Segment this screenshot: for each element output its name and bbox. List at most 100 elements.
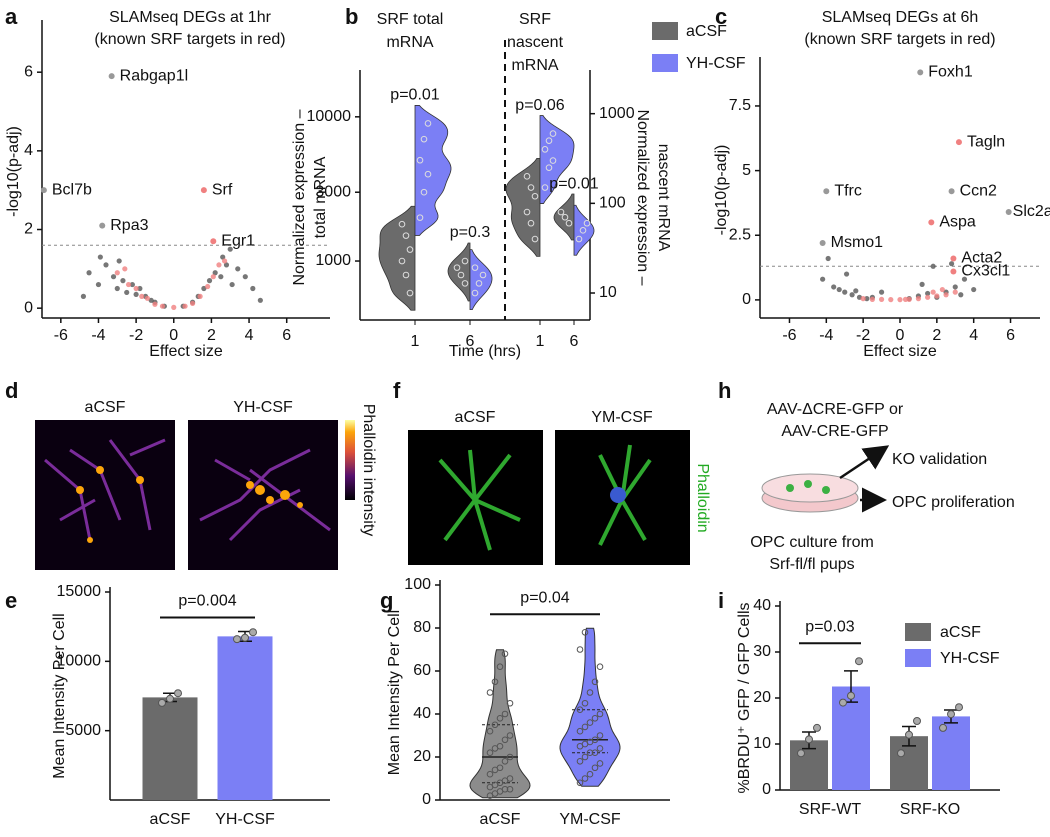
point [166,694,174,703]
y-axis-label: %BRDU⁺ GFP / GFP Cells [736,603,753,794]
image-label: aCSF [455,409,496,426]
dish [761,473,859,503]
y-axis-label: Normalized expression – [291,109,308,285]
point [124,289,130,296]
x-tick-label: YH-CSF [215,811,275,828]
chart-title: mRNA [386,34,433,51]
point [549,157,557,164]
point [457,271,465,279]
point [80,293,87,299]
y-tick-label: 15000 [57,583,102,600]
point [218,274,224,280]
panel-h: h AAV-ΔCRE-GFP or AAV-CRE-GFP KO validat… [718,378,1015,573]
y-tick-label: 4 [24,142,33,159]
bar [142,697,198,800]
y-tick-label: 3000 [315,183,351,200]
point [242,274,248,280]
point [878,289,885,295]
y-tick-label: 100 [599,195,626,212]
x-tick-label: -2 [129,327,143,344]
point [581,699,589,707]
point [461,257,469,265]
y-tick-label: 20 [753,689,771,706]
point [897,297,903,303]
point [930,289,936,295]
point [496,764,504,772]
image-label: YH-CSF [233,399,293,416]
point [523,173,531,180]
point [576,758,584,765]
gene-label: Acta2 [961,250,1002,267]
point [948,261,955,267]
x-tick-label: 6 [466,333,475,350]
bar [832,686,870,790]
point [839,698,847,707]
y-tick-label: 30 [753,643,771,660]
point [596,732,604,739]
point [249,628,257,637]
point [913,717,921,725]
labeled-point [950,268,957,275]
point [453,264,461,271]
point [831,284,837,290]
point [496,742,504,750]
labeled-point [819,240,826,247]
point [152,301,158,307]
gene-label: Rabgap1l [120,67,189,84]
y-tick-label: 6 [24,63,33,80]
gene-label: Srf [212,181,233,198]
nucleus [610,487,626,503]
point [934,293,940,299]
point [531,192,539,200]
point [233,635,241,644]
point [501,785,509,793]
panel-f: f aCSF YM-CSF Phalloidin [393,378,711,565]
point [506,732,514,739]
point [527,184,535,191]
point [925,290,931,297]
point [210,274,216,280]
point [952,289,958,295]
colorbar-label: Phalloidin intensity [360,404,377,537]
point [416,156,424,164]
point [103,262,109,268]
point [506,785,514,793]
point [549,130,557,137]
p-value: p=0.06 [515,97,564,114]
violin [469,649,531,799]
point [825,255,831,262]
point [878,296,885,302]
cell [438,444,652,551]
point [596,745,604,752]
y-tick-label: 100 [404,576,431,593]
labeled-point [917,69,924,76]
point [855,657,863,666]
panel-label: e [5,588,17,613]
y2-axis-label: nascent mRNA [655,144,672,252]
p-value: p=0.3 [450,224,491,241]
diagram-text: Srf-fl/fl pups [769,556,854,573]
x-axis-label: Effect size [149,343,223,360]
y-axis-label: Mean Intensity Per Cell [386,610,403,775]
p-value: p=0.04 [520,590,569,607]
labeled-point [200,187,207,194]
point [506,775,514,782]
point [406,289,414,297]
point [853,288,859,294]
point [842,289,848,295]
point [221,258,228,264]
gene-label: Tfrc [834,183,862,200]
point [506,753,514,761]
cell-bodies [76,466,303,543]
y-axis-label: -log10(p-adj) [5,126,22,217]
point [424,170,432,178]
panel-label: a [5,4,18,29]
y-tick-label: 2 [24,221,33,238]
point [235,266,241,272]
y-tick-label: 80 [413,619,431,636]
point [86,270,92,276]
point [864,296,870,302]
y-tick-label: 0 [742,291,751,308]
legend-swatch [652,22,678,40]
labeled-point [823,188,830,195]
